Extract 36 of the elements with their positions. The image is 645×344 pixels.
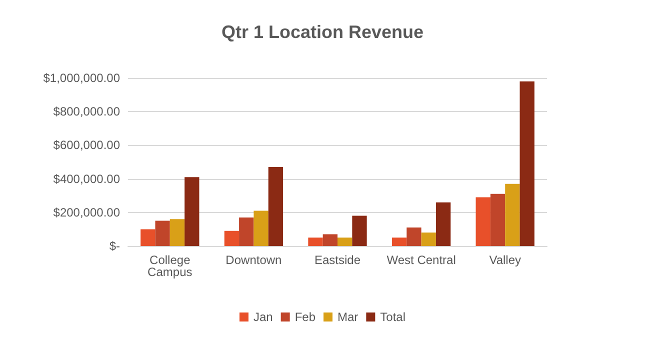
bar [352,216,367,246]
x-tick-label: Valley [489,253,521,267]
bar [254,210,268,246]
bar [268,167,284,246]
bar [322,234,338,246]
x-tick-label: College Campus [148,253,192,279]
x-tick-label: Downtown [226,253,282,267]
y-tick-label: $400,000.00 [53,172,120,186]
bar [520,81,534,246]
bar [308,238,323,246]
chart-title: Qtr 1 Location Revenue [221,22,424,42]
legend-label: Total [380,310,406,324]
bar [155,220,170,246]
x-tick-label: West Central [386,253,456,267]
legend-label: Feb [294,310,316,324]
bar [239,217,254,246]
bar [392,238,407,246]
bar [140,229,156,246]
bar [406,228,422,246]
y-tick-label: $800,000.00 [53,104,120,119]
bar [421,232,436,246]
bar [490,194,506,246]
bar [338,238,352,246]
bar [170,219,185,246]
x-tick-label: Eastside [314,253,361,267]
y-tick-label: $200,000.00 [53,205,120,220]
bar [184,177,200,246]
legend-label: Mar [338,310,358,324]
bar [436,202,451,246]
legend-label: Jan [253,310,273,324]
y-tick-label: $600,000.00 [53,138,120,152]
y-tick-label: $1,000,000.00 [43,71,120,85]
bar [224,230,240,246]
y-tick-label: $- [109,239,120,253]
bar [476,197,490,246]
bar [505,184,520,246]
